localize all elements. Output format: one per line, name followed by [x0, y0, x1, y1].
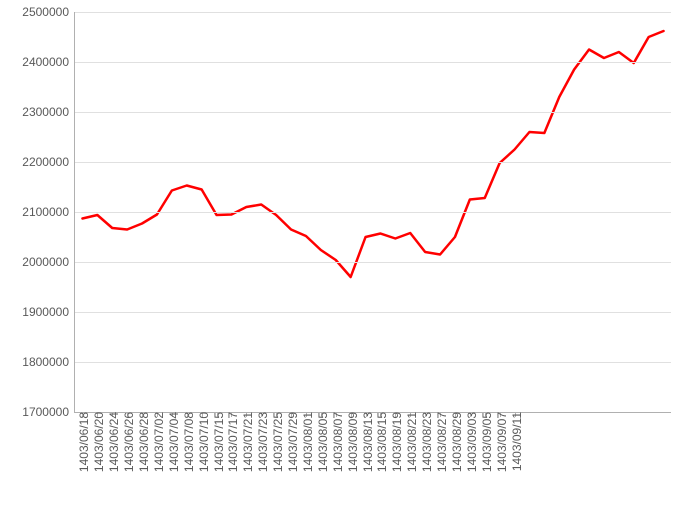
gridline: [75, 312, 671, 313]
x-tick-label: 1403/09/11: [506, 412, 524, 471]
y-tick-label: 2400000: [22, 55, 75, 69]
plot-area: 1700000180000019000002000000210000022000…: [74, 12, 671, 413]
gridline: [75, 112, 671, 113]
gridline: [75, 362, 671, 363]
y-tick-label: 1800000: [22, 355, 75, 369]
line-chart: 1700000 1800000 1900000 2000000 2100000 22000…: [0, 0, 683, 519]
gridline: [75, 162, 671, 163]
y-tick-label: 2200000: [22, 155, 75, 169]
y-tick-label: 1700000: [22, 405, 75, 419]
y-tick-label: 2300000: [22, 105, 75, 119]
gridline: [75, 262, 671, 263]
y-tick-label: 2500000: [22, 5, 75, 19]
y-tick-label: 1900000: [22, 305, 75, 319]
y-tick-label: 2000000: [22, 255, 75, 269]
gridline: [75, 12, 671, 13]
data-line: [82, 31, 663, 277]
gridline: [75, 212, 671, 213]
gridline: [75, 62, 671, 63]
y-tick-label: 2100000: [22, 205, 75, 219]
